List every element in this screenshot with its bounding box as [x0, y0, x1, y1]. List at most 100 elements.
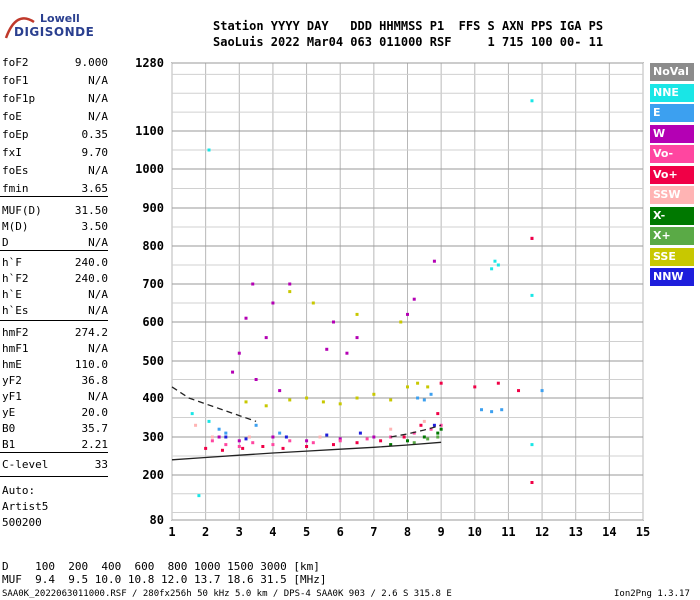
profile-solid-line	[171, 441, 442, 461]
param-value: 240.0	[74, 272, 108, 285]
data-point	[429, 427, 433, 431]
series-ssw	[194, 419, 426, 439]
x-tick-label: 4	[269, 525, 276, 539]
data-point	[426, 385, 430, 389]
x-tick-label: 14	[602, 525, 616, 539]
data-point	[399, 320, 403, 324]
param-value: 0.35	[81, 128, 109, 141]
param-key: foF2	[2, 56, 29, 69]
data-point	[325, 347, 329, 351]
param-key: foF1	[2, 74, 29, 87]
param-key: D	[2, 236, 9, 249]
header-row1: Station YYYY DAY DDD HHMMSS P1 FFS S AXN…	[213, 19, 604, 33]
data-point	[432, 259, 436, 263]
param-value: 33	[94, 458, 108, 471]
series-nne	[190, 99, 534, 498]
data-point	[254, 378, 258, 381]
data-point	[490, 410, 494, 414]
data-point	[439, 381, 443, 385]
data-point	[247, 435, 251, 439]
data-point	[261, 445, 265, 448]
data-point	[436, 435, 440, 439]
y-tick-label: 1280	[135, 56, 164, 70]
panel-separator	[0, 250, 108, 251]
data-point	[379, 439, 383, 443]
x-tick-label: 5	[303, 525, 310, 539]
data-point	[284, 435, 288, 439]
param-key: h`F	[2, 256, 22, 269]
data-point	[493, 259, 497, 263]
param-value: 31.50	[74, 204, 108, 217]
param-key: yF2	[2, 374, 22, 387]
data-point	[231, 370, 235, 374]
data-point	[412, 441, 416, 445]
data-point	[220, 448, 224, 452]
param-value: 274.2	[74, 326, 108, 339]
param-row: yE 20.0	[2, 406, 108, 422]
data-point	[331, 443, 335, 447]
data-point	[217, 427, 221, 431]
data-point	[321, 400, 325, 404]
data-point	[241, 446, 245, 450]
data-point	[244, 316, 248, 320]
legend-item-ssw: SSW	[650, 186, 694, 204]
auto-scaling-text: Artist5	[2, 500, 49, 513]
data-point	[251, 282, 255, 286]
param-key: h`F2	[2, 272, 29, 285]
param-key: h`E	[2, 288, 22, 301]
digisonde-logo: Lowell DIGISONDE	[4, 8, 94, 42]
data-point	[210, 439, 214, 443]
x-tick-label: 3	[236, 525, 243, 539]
param-key: foF1p	[2, 92, 36, 105]
y-tick-label: 80	[150, 513, 164, 527]
y-tick-label: 1000	[135, 162, 164, 176]
logo-line2: DIGISONDE	[14, 25, 95, 39]
data-point	[496, 381, 500, 385]
data-point	[490, 267, 494, 271]
data-point	[237, 439, 241, 443]
data-point	[436, 412, 440, 416]
data-point	[389, 435, 393, 439]
data-point	[207, 148, 211, 152]
data-point	[244, 400, 248, 404]
legend-item-nne: NNE	[650, 83, 694, 102]
param-value: 3.50	[81, 220, 109, 233]
param-row: hmF2 274.2	[2, 326, 108, 342]
data-point	[288, 282, 292, 286]
param-key: yF1	[2, 390, 22, 403]
data-point	[389, 443, 393, 447]
data-point	[311, 441, 315, 445]
data-point	[311, 301, 315, 305]
data-point	[338, 402, 342, 406]
series-sse	[244, 290, 430, 408]
x-tick-label: 9	[438, 525, 445, 539]
param-key: h`Es	[2, 304, 29, 317]
data-point	[406, 385, 409, 389]
data-point	[480, 408, 484, 412]
param-value: N/A	[88, 390, 108, 403]
param-row: D N/A	[2, 236, 108, 252]
param-key: fmin	[2, 182, 29, 195]
param-key: foE	[2, 110, 22, 123]
y-tick-label: 600	[142, 315, 164, 329]
param-key: B1	[2, 438, 16, 451]
param-key: M(D)	[2, 220, 29, 233]
data-point	[345, 351, 349, 355]
param-row: fxI 9.70	[2, 146, 108, 162]
data-point	[358, 431, 362, 435]
param-value: N/A	[88, 288, 108, 301]
data-point	[254, 423, 258, 427]
param-row: foF1p N/A	[2, 92, 108, 108]
data-point	[271, 443, 275, 447]
data-point	[338, 439, 342, 443]
data-point	[278, 389, 282, 393]
data-point	[288, 290, 292, 294]
data-point	[406, 312, 409, 316]
distance-row: D 100 200 400 600 800 1000 1500 3000 [km…	[2, 560, 320, 573]
param-row: hmE 110.0	[2, 358, 108, 374]
param-row: h`Es N/A	[2, 304, 108, 320]
param-key: hmF1	[2, 342, 29, 355]
data-point	[439, 427, 443, 431]
param-value: 36.8	[81, 374, 109, 387]
param-row: C-level 33	[2, 458, 108, 474]
